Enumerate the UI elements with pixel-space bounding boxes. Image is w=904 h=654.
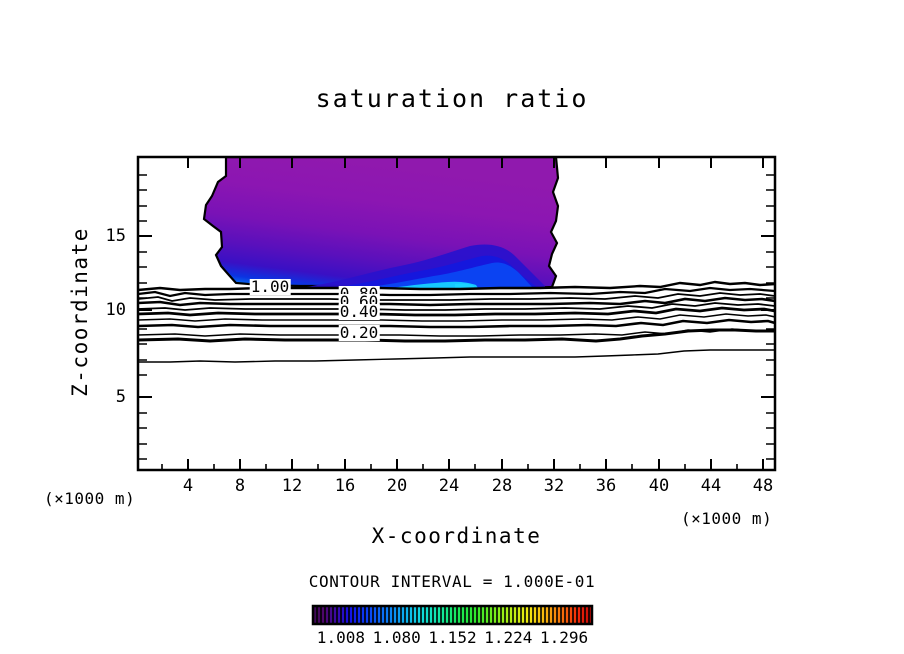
contour-label: 0.40	[338, 302, 380, 321]
x-tick-label: 40	[648, 476, 670, 496]
y-tick-label: 5	[115, 387, 126, 407]
contour-line-0.60	[138, 306, 775, 317]
colorbar-tick-label: 1.224	[484, 628, 533, 647]
contour-line-d	[138, 313, 775, 322]
colorbar-border	[311, 604, 594, 626]
y-axis-units: (×1000 m)	[44, 489, 136, 508]
colorbar-tick-label: 1.296	[540, 628, 589, 647]
x-tick-label: 12	[281, 476, 303, 496]
x-tick-label: 8	[234, 476, 246, 496]
x-tick-label: 20	[386, 476, 408, 496]
x-tick-label: 32	[543, 476, 565, 496]
colorbar-band-separators	[316, 606, 590, 624]
contour-lines-group	[138, 280, 775, 363]
x-tick-label: 44	[700, 476, 722, 496]
x-tick-label: 28	[491, 476, 513, 496]
colorbar-tick-label: 1.080	[372, 628, 421, 647]
contour-line-0.40	[138, 318, 775, 329]
x-axis-units: (×1000 m)	[681, 509, 773, 528]
plume-fill-group	[202, 157, 560, 290]
x-tick-label: 48	[752, 476, 774, 496]
contour-line-f	[138, 349, 775, 363]
contour-line-1.00	[138, 280, 775, 292]
contour-line-b	[138, 292, 775, 302]
colorbar-tick-label: 1.152	[428, 628, 477, 647]
x-tick-label: 36	[595, 476, 617, 496]
x-axis-title: X-coordinate	[371, 524, 542, 548]
contour-line-0.20	[138, 328, 775, 343]
page-title: saturation ratio	[315, 84, 589, 113]
plot-frame	[136, 155, 777, 472]
contour-line-0.80	[138, 296, 775, 307]
contour-line-c	[138, 302, 775, 311]
plume-spot-cyan	[455, 283, 474, 288]
y-tick-label: 10	[105, 300, 126, 320]
contour-label: 0.20	[338, 323, 380, 342]
colorbar-caption: CONTOUR INTERVAL = 1.000E-01	[308, 572, 596, 591]
axis-ticks	[138, 157, 775, 470]
x-tick-label: 4	[182, 476, 194, 496]
contour-label: 1.00	[249, 277, 291, 296]
colorbar	[311, 604, 594, 626]
plume-band-brightblue	[360, 262, 533, 289]
y-tick-label: 15	[105, 226, 126, 246]
contour-line-a	[138, 286, 775, 298]
x-tick-label: 16	[334, 476, 356, 496]
x-tick-label: 24	[438, 476, 460, 496]
colorbar-tick-label: 1.008	[316, 628, 365, 647]
